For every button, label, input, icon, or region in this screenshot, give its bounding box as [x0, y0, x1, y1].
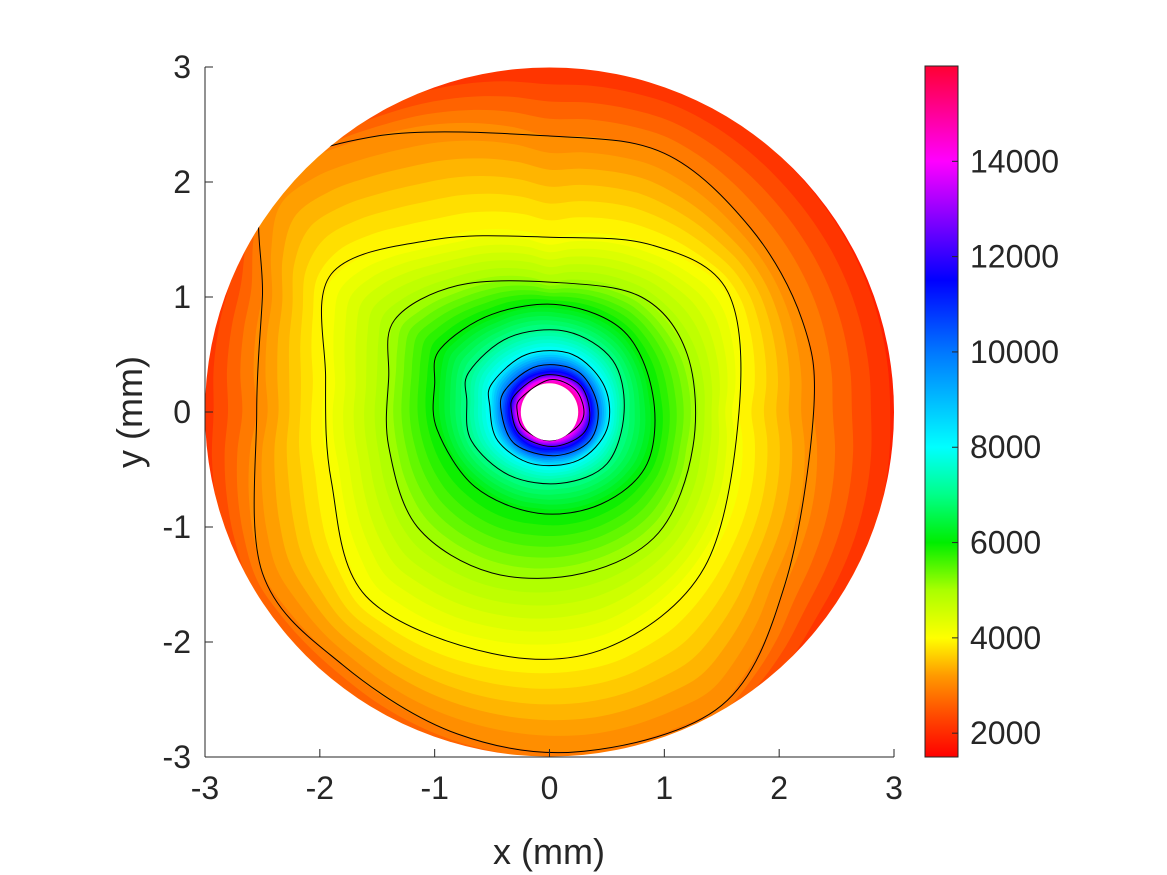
contour-line-12000	[510, 374, 591, 448]
contour-line-6000	[432, 303, 656, 515]
y-tick-label: 1	[173, 279, 191, 315]
contour-line-14000	[516, 379, 585, 442]
colorbar-ticks: 2000 4000 6000 8000 10000 12000 14000	[952, 143, 1059, 751]
x-tick-label: -3	[191, 770, 219, 806]
colorbar-gradient	[924, 65, 959, 758]
plot-area	[205, 67, 894, 757]
colorbar-tick-label: 12000	[970, 239, 1059, 275]
y-tick-label: -1	[163, 509, 191, 545]
y-tick-label: -3	[163, 739, 191, 775]
field-band-59	[525, 387, 575, 436]
contour-lines	[253, 131, 816, 754]
contour-line-10000	[499, 364, 599, 457]
colorbar-tick-label: 10000	[970, 334, 1059, 370]
x-tick-label: 1	[655, 770, 673, 806]
x-tick-label: 3	[885, 770, 903, 806]
colorbar-tick-label: 6000	[970, 525, 1041, 561]
colorbar-tick-label: 14000	[970, 143, 1059, 179]
color-field	[205, 67, 894, 757]
x-tick-label: 0	[541, 770, 559, 806]
colorbar-tick-label: 8000	[970, 429, 1041, 465]
contour-line-5000	[385, 280, 697, 579]
y-axis-ticks: -3 -2 -1 0 1 2 3	[163, 49, 213, 775]
contour-line-8000	[487, 350, 611, 467]
x-axis-ticks: -3 -2 -1 0 1 2 3	[191, 749, 903, 806]
x-tick-label: -1	[420, 770, 448, 806]
colorbar-tick-label: 2000	[970, 715, 1041, 751]
contour-line-7000	[464, 329, 625, 485]
contour-line-4000	[320, 235, 742, 660]
y-tick-label: -2	[163, 624, 191, 660]
y-tick-label: 3	[173, 49, 191, 85]
y-axis-label: y (mm)	[109, 356, 150, 468]
x-tick-label: 2	[770, 770, 788, 806]
colorbar: 2000 4000 6000 8000 10000 12000 14000	[924, 65, 1059, 758]
x-tick-label: -2	[306, 770, 334, 806]
y-tick-label: 2	[173, 164, 191, 200]
colorbar-tick-label: 4000	[970, 620, 1041, 656]
x-axis-label: x (mm)	[493, 831, 605, 872]
y-tick-label: 0	[173, 394, 191, 430]
contour-line-3000	[253, 131, 816, 754]
